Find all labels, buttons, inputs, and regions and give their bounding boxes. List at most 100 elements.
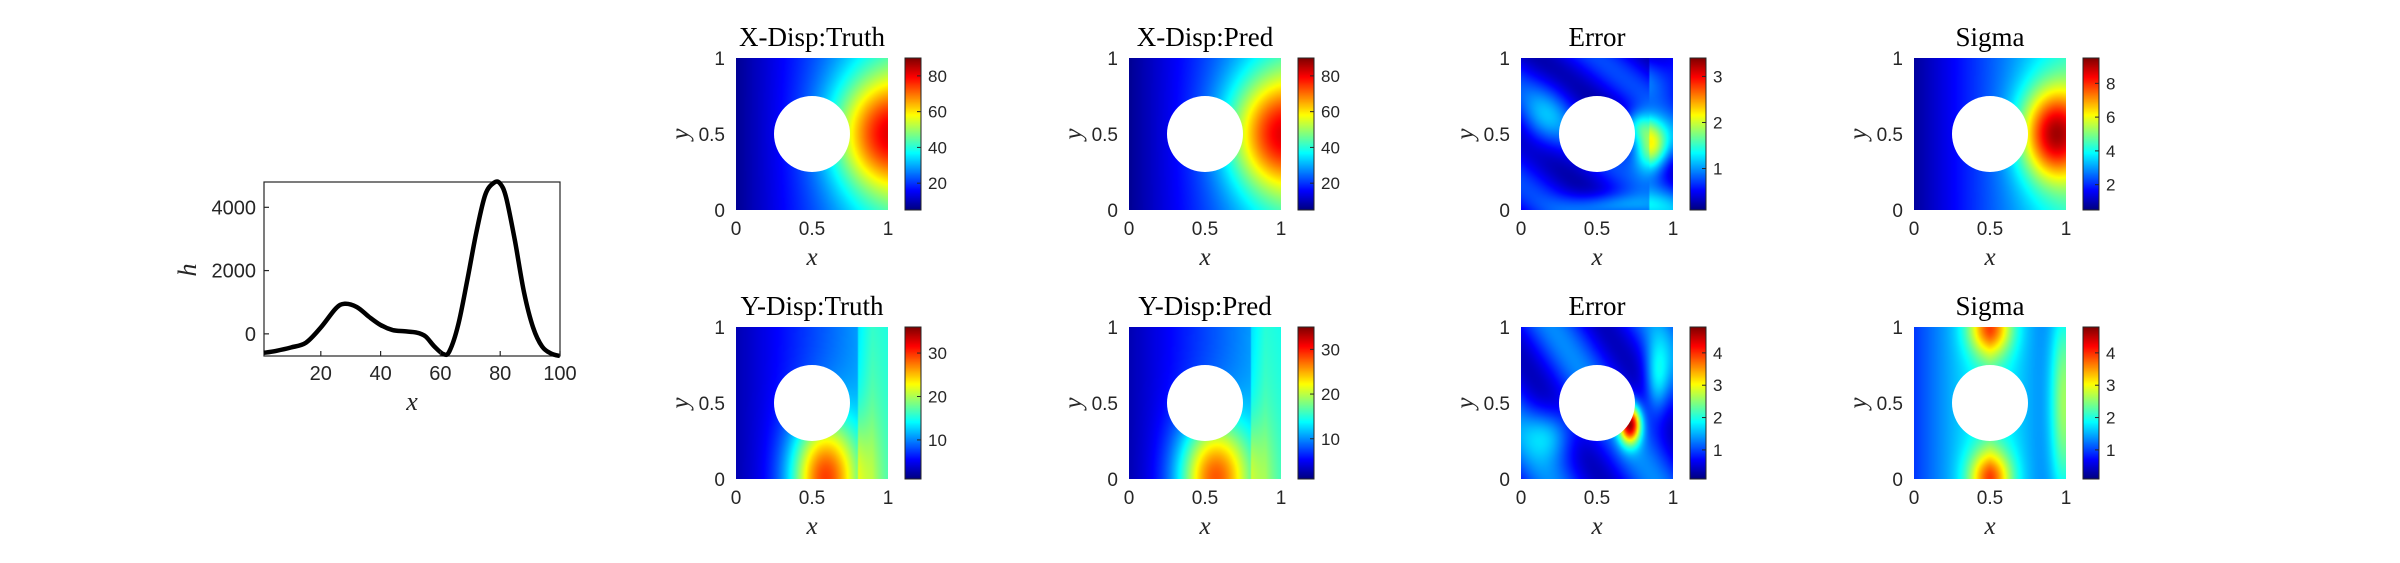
colorbar <box>905 327 921 479</box>
colorbar <box>2083 327 2099 479</box>
x-tick-label: 1 <box>1668 488 1679 509</box>
x-tick-label: 1 <box>1668 219 1679 240</box>
panel-title: Error <box>1569 291 1626 321</box>
x-tick-label: 0 <box>1124 488 1135 509</box>
x-tick-label: 0 <box>731 219 742 240</box>
x-axis-label: x <box>1590 244 1602 271</box>
colorbar-tick-label: 10 <box>928 431 947 450</box>
y-tick-label: 0 <box>1499 201 1510 222</box>
x-axis-label: x <box>1198 513 1210 540</box>
colorbar-tick-label: 30 <box>1321 340 1340 359</box>
y-tick-label: 1 <box>1107 49 1118 70</box>
y-tick-label: 0 <box>1499 470 1510 491</box>
colorbar-frame <box>1689 326 1707 480</box>
y-tick-label: 1 <box>1107 318 1118 339</box>
colorbar-tick-label: 60 <box>1321 103 1340 122</box>
panel-title: Error <box>1569 22 1626 52</box>
x-tick-label: 0 <box>1516 488 1527 509</box>
y-tick-label: 1 <box>714 49 725 70</box>
heatmap-panel: Error 0 0.5 1 0 0.5 1 x y 1 2 3 <box>1452 22 1722 271</box>
panel-title: Sigma <box>1955 22 2024 52</box>
y-tick-label: 0 <box>714 201 725 222</box>
x-tick-label: 1 <box>883 219 894 240</box>
colorbar-tick-label: 30 <box>928 344 947 363</box>
heatmap-panel: Error 0 0.5 1 0 0.5 1 x y 1 2 3 4 <box>1452 291 1722 540</box>
x-tick-label: 20 <box>310 363 332 385</box>
colorbar-frame <box>1689 57 1707 211</box>
x-tick-label: 0.5 <box>1977 488 2003 509</box>
y-axis-label: y <box>667 397 694 412</box>
colorbar-frame <box>1297 326 1315 480</box>
y-axis-label: y <box>1452 397 1479 412</box>
hole <box>1559 365 1635 441</box>
colorbar-tick-label: 20 <box>928 387 947 406</box>
colorbar <box>1298 58 1314 210</box>
y-axis-label: y <box>1060 397 1087 412</box>
x-tick-label: 0.5 <box>799 488 825 509</box>
panel-title: Y-Disp:Pred <box>1138 291 1272 321</box>
panel-title: Sigma <box>1955 291 2024 321</box>
panel-title: X-Disp:Pred <box>1137 22 1274 52</box>
y-axis-label: h <box>173 264 202 277</box>
x-axis-label: x <box>1198 244 1210 271</box>
colorbar-tick-label: 40 <box>928 138 947 157</box>
x-tick-label: 40 <box>369 363 391 385</box>
colorbar-frame <box>2082 57 2100 211</box>
series-line <box>263 179 561 359</box>
x-tick-label: 1 <box>1276 219 1287 240</box>
colorbar-tick-label: 10 <box>1321 430 1340 449</box>
heatmap-panel: X-Disp:Truth 0 0.5 1 0 0.5 1 x y 20 40 60 80 <box>667 22 947 271</box>
x-axis-label: x <box>1590 513 1602 540</box>
colorbar-tick-label: 1 <box>1713 441 1722 460</box>
y-tick-label: 0.5 <box>699 394 725 415</box>
y-tick-label: 2000 <box>212 261 257 283</box>
y-tick-label: 1 <box>1499 49 1510 70</box>
x-tick-label: 60 <box>429 363 451 385</box>
colorbar-tick-label: 2 <box>2106 176 2115 195</box>
x-tick-label: 1 <box>2061 219 2072 240</box>
x-tick-label: 1 <box>883 488 894 509</box>
y-tick-label: 0.5 <box>1877 125 1903 146</box>
colorbar-tick-label: 80 <box>1321 67 1340 86</box>
colorbar-tick-label: 4 <box>1713 344 1722 363</box>
colorbar-frame <box>1297 57 1315 211</box>
x-tick-label: 100 <box>543 363 576 385</box>
y-tick-label: 1 <box>1499 318 1510 339</box>
x-tick-label: 0.5 <box>1977 219 2003 240</box>
y-tick-label: 0.5 <box>1092 394 1118 415</box>
panel-title: X-Disp:Truth <box>739 22 886 52</box>
hole <box>774 365 850 441</box>
y-tick-label: 0.5 <box>1877 394 1903 415</box>
y-tick-label: 0 <box>714 470 725 491</box>
hole <box>1952 96 2028 172</box>
colorbar-tick-label: 3 <box>1713 67 1722 86</box>
y-tick-label: 0.5 <box>1092 125 1118 146</box>
x-axis-label: x <box>1983 244 1995 271</box>
x-axis-label: x <box>1983 513 1995 540</box>
colorbar-tick-label: 20 <box>928 174 947 193</box>
colorbar-tick-label: 2 <box>1713 113 1722 132</box>
x-tick-label: 0.5 <box>1192 488 1218 509</box>
x-axis-label: x <box>805 513 817 540</box>
y-axis-label: y <box>1452 128 1479 143</box>
colorbar <box>1690 327 1706 479</box>
y-tick-label: 0 <box>1107 201 1118 222</box>
y-tick-label: 0 <box>245 324 256 346</box>
colorbar-tick-label: 1 <box>1713 160 1722 179</box>
x-tick-label: 1 <box>1276 488 1287 509</box>
colorbar-frame <box>2082 326 2100 480</box>
colorbar-tick-label: 40 <box>1321 138 1340 157</box>
x-tick-label: 0.5 <box>1584 488 1610 509</box>
y-axis-label: y <box>1845 397 1872 412</box>
colorbar-tick-label: 4 <box>2106 142 2115 161</box>
x-tick-label: 80 <box>489 363 511 385</box>
colorbar <box>2083 58 2099 210</box>
colorbar <box>1690 58 1706 210</box>
hole <box>1952 365 2028 441</box>
colorbar-tick-label: 20 <box>1321 385 1340 404</box>
y-tick-label: 0.5 <box>699 125 725 146</box>
colorbar-tick-label: 20 <box>1321 174 1340 193</box>
x-tick-label: 0 <box>1909 219 1920 240</box>
colorbar-tick-label: 4 <box>2106 344 2115 363</box>
y-axis-label: y <box>1845 128 1872 143</box>
